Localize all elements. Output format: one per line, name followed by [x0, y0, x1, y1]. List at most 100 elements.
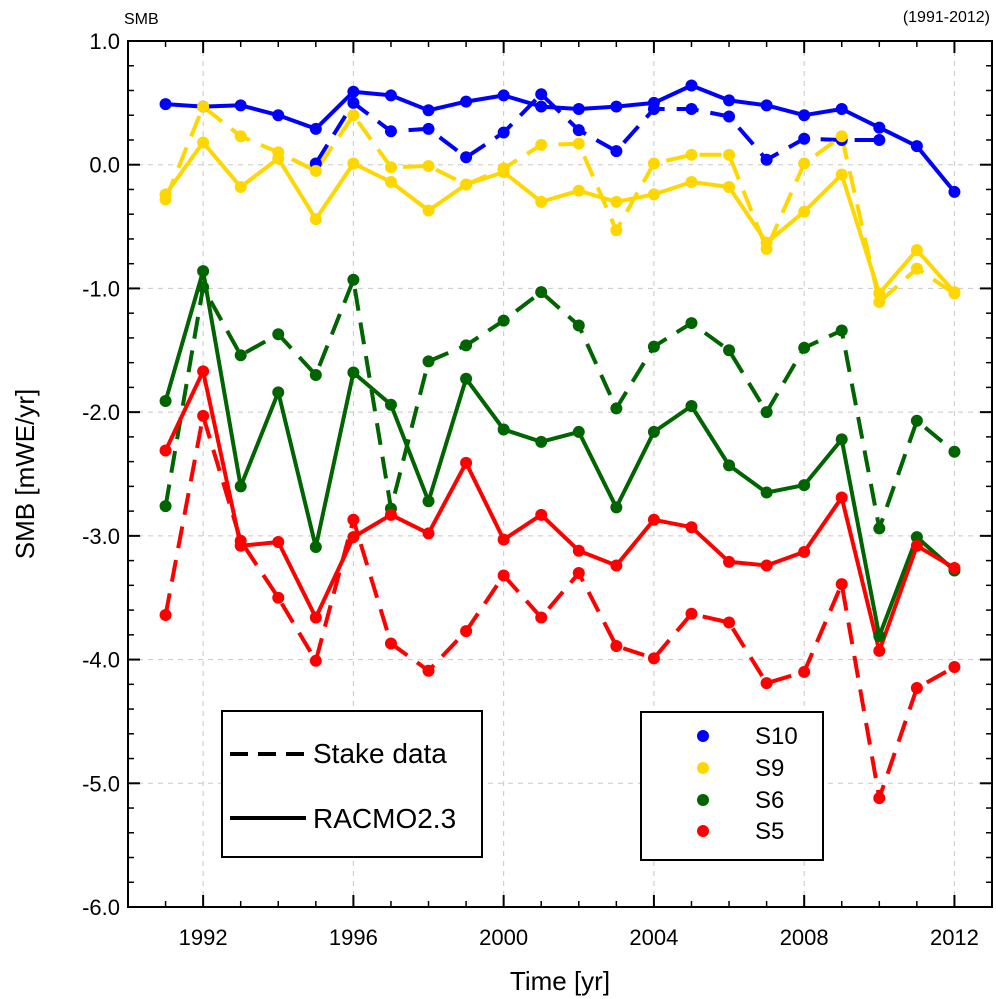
data-point-s10-stake: [685, 103, 698, 116]
data-point-s6-racmo: [760, 486, 773, 499]
data-point-s5-racmo: [723, 555, 736, 568]
data-point-s10-racmo: [610, 100, 623, 113]
series-points: [159, 79, 961, 805]
data-point-s5-racmo: [309, 611, 322, 624]
series-line-s5-stake: [163, 413, 956, 801]
data-point-s6-stake: [572, 319, 585, 332]
data-point-s9-stake: [535, 138, 548, 151]
data-point-s9-racmo: [197, 136, 210, 149]
data-point-s5-racmo: [197, 365, 210, 378]
x-axis-title: Time [yr]: [510, 966, 610, 996]
data-point-s6-stake: [723, 344, 736, 357]
data-point-s5-racmo: [460, 456, 473, 469]
data-point-s10-stake: [422, 122, 435, 135]
site-legend: S10 S9 S6 S5: [640, 711, 824, 861]
data-point-s5-racmo: [610, 559, 623, 572]
data-point-s5-stake: [460, 625, 473, 638]
data-point-s5-stake: [234, 534, 247, 547]
data-point-s10-stake: [460, 151, 473, 164]
y-tick-label: -6.0: [82, 895, 120, 920]
legend-label-stake-data: Stake data: [313, 738, 447, 769]
data-point-s10-racmo: [159, 98, 172, 111]
data-point-s6-racmo: [723, 459, 736, 472]
y-axis-title: SMB [mWE/yr]: [10, 389, 40, 559]
style-legend-box: [221, 710, 483, 858]
data-point-s5-stake: [572, 566, 585, 579]
data-point-s6-racmo: [572, 425, 585, 438]
data-point-s9-stake: [760, 242, 773, 255]
data-point-s9-stake: [835, 130, 848, 143]
x-tick-label: 2012: [930, 925, 979, 950]
data-point-s5-racmo: [760, 559, 773, 572]
data-point-s10-racmo: [384, 89, 397, 102]
data-point-s9-racmo: [685, 176, 698, 189]
data-point-s5-racmo: [159, 444, 172, 457]
legend-label-racmo: RACMO2.3: [313, 803, 456, 834]
series-line-s5-racmo: [163, 369, 956, 653]
x-tick-label: 1992: [179, 925, 228, 950]
data-point-s10-racmo: [347, 85, 360, 98]
data-point-s9-racmo: [384, 176, 397, 189]
data-point-s9-stake: [497, 162, 510, 175]
legend-label-s10: S10: [755, 723, 798, 750]
x-tick-label: 2004: [629, 925, 678, 950]
data-point-s10-stake: [572, 124, 585, 137]
data-point-s6-racmo: [535, 435, 548, 448]
data-point-s6-stake: [798, 341, 811, 354]
legend-label-s9: S9: [755, 755, 784, 782]
y-tick-label: -4.0: [82, 648, 120, 673]
data-point-s6-stake: [760, 406, 773, 419]
data-point-s9-stake: [422, 159, 435, 172]
data-point-s5-racmo: [384, 508, 397, 521]
data-point-s5-stake: [309, 654, 322, 667]
data-point-s9-stake: [873, 296, 886, 309]
y-tick-label: -1.0: [82, 276, 120, 301]
data-point-s5-racmo: [497, 533, 510, 546]
data-point-s9-racmo: [347, 157, 360, 170]
series-line-s6-stake: [163, 277, 956, 531]
data-point-s6-stake: [497, 314, 510, 327]
data-point-s6-racmo: [460, 372, 473, 385]
data-point-s6-stake: [197, 281, 210, 294]
data-point-s9-stake: [197, 100, 210, 113]
y-tick-labels: 1.0 0.0 -1.0 -2.0 -3.0 -4.0 -5.0 -6.0: [82, 29, 120, 920]
legend-marker-s10: [697, 730, 709, 742]
data-point-s9-stake: [685, 148, 698, 161]
data-point-s5-racmo: [272, 536, 285, 549]
data-point-s5-stake: [760, 677, 773, 690]
data-point-s6-racmo: [309, 540, 322, 553]
data-point-s9-stake: [272, 146, 285, 159]
plot-frame: [127, 40, 993, 908]
data-point-s9-racmo: [647, 188, 660, 201]
data-point-s5-stake: [197, 409, 210, 422]
data-point-s10-racmo: [309, 122, 322, 135]
data-point-s9-stake: [647, 157, 660, 170]
data-point-s10-racmo: [723, 94, 736, 107]
data-point-s10-racmo: [535, 100, 548, 113]
data-point-s9-racmo: [873, 287, 886, 300]
data-point-s6-racmo: [234, 480, 247, 493]
data-point-s5-stake: [384, 637, 397, 650]
data-point-s9-stake: [910, 262, 923, 275]
chart-title-left: SMB: [124, 11, 159, 28]
data-point-s6-stake: [159, 500, 172, 513]
data-point-s6-racmo: [835, 433, 848, 446]
data-point-s6-stake: [948, 445, 961, 458]
data-point-s10-racmo: [910, 140, 923, 153]
data-point-s5-racmo: [647, 513, 660, 526]
data-point-s10-stake: [760, 153, 773, 166]
data-point-s10-stake: [535, 88, 548, 101]
x-tick-label: 2008: [780, 925, 829, 950]
data-point-s6-stake: [835, 324, 848, 337]
site-legend-box: [640, 711, 824, 861]
data-point-s9-stake: [159, 193, 172, 206]
data-point-s5-racmo: [685, 521, 698, 534]
series-line-s6-racmo: [163, 269, 956, 639]
legend-marker-s6: [697, 794, 709, 806]
data-point-s10-racmo: [422, 104, 435, 117]
data-point-s9-stake: [572, 137, 585, 150]
data-point-s5-stake: [272, 591, 285, 604]
data-point-s10-stake: [873, 133, 886, 146]
series-line-s10-stake: [314, 92, 880, 165]
data-point-s10-stake: [610, 145, 623, 158]
